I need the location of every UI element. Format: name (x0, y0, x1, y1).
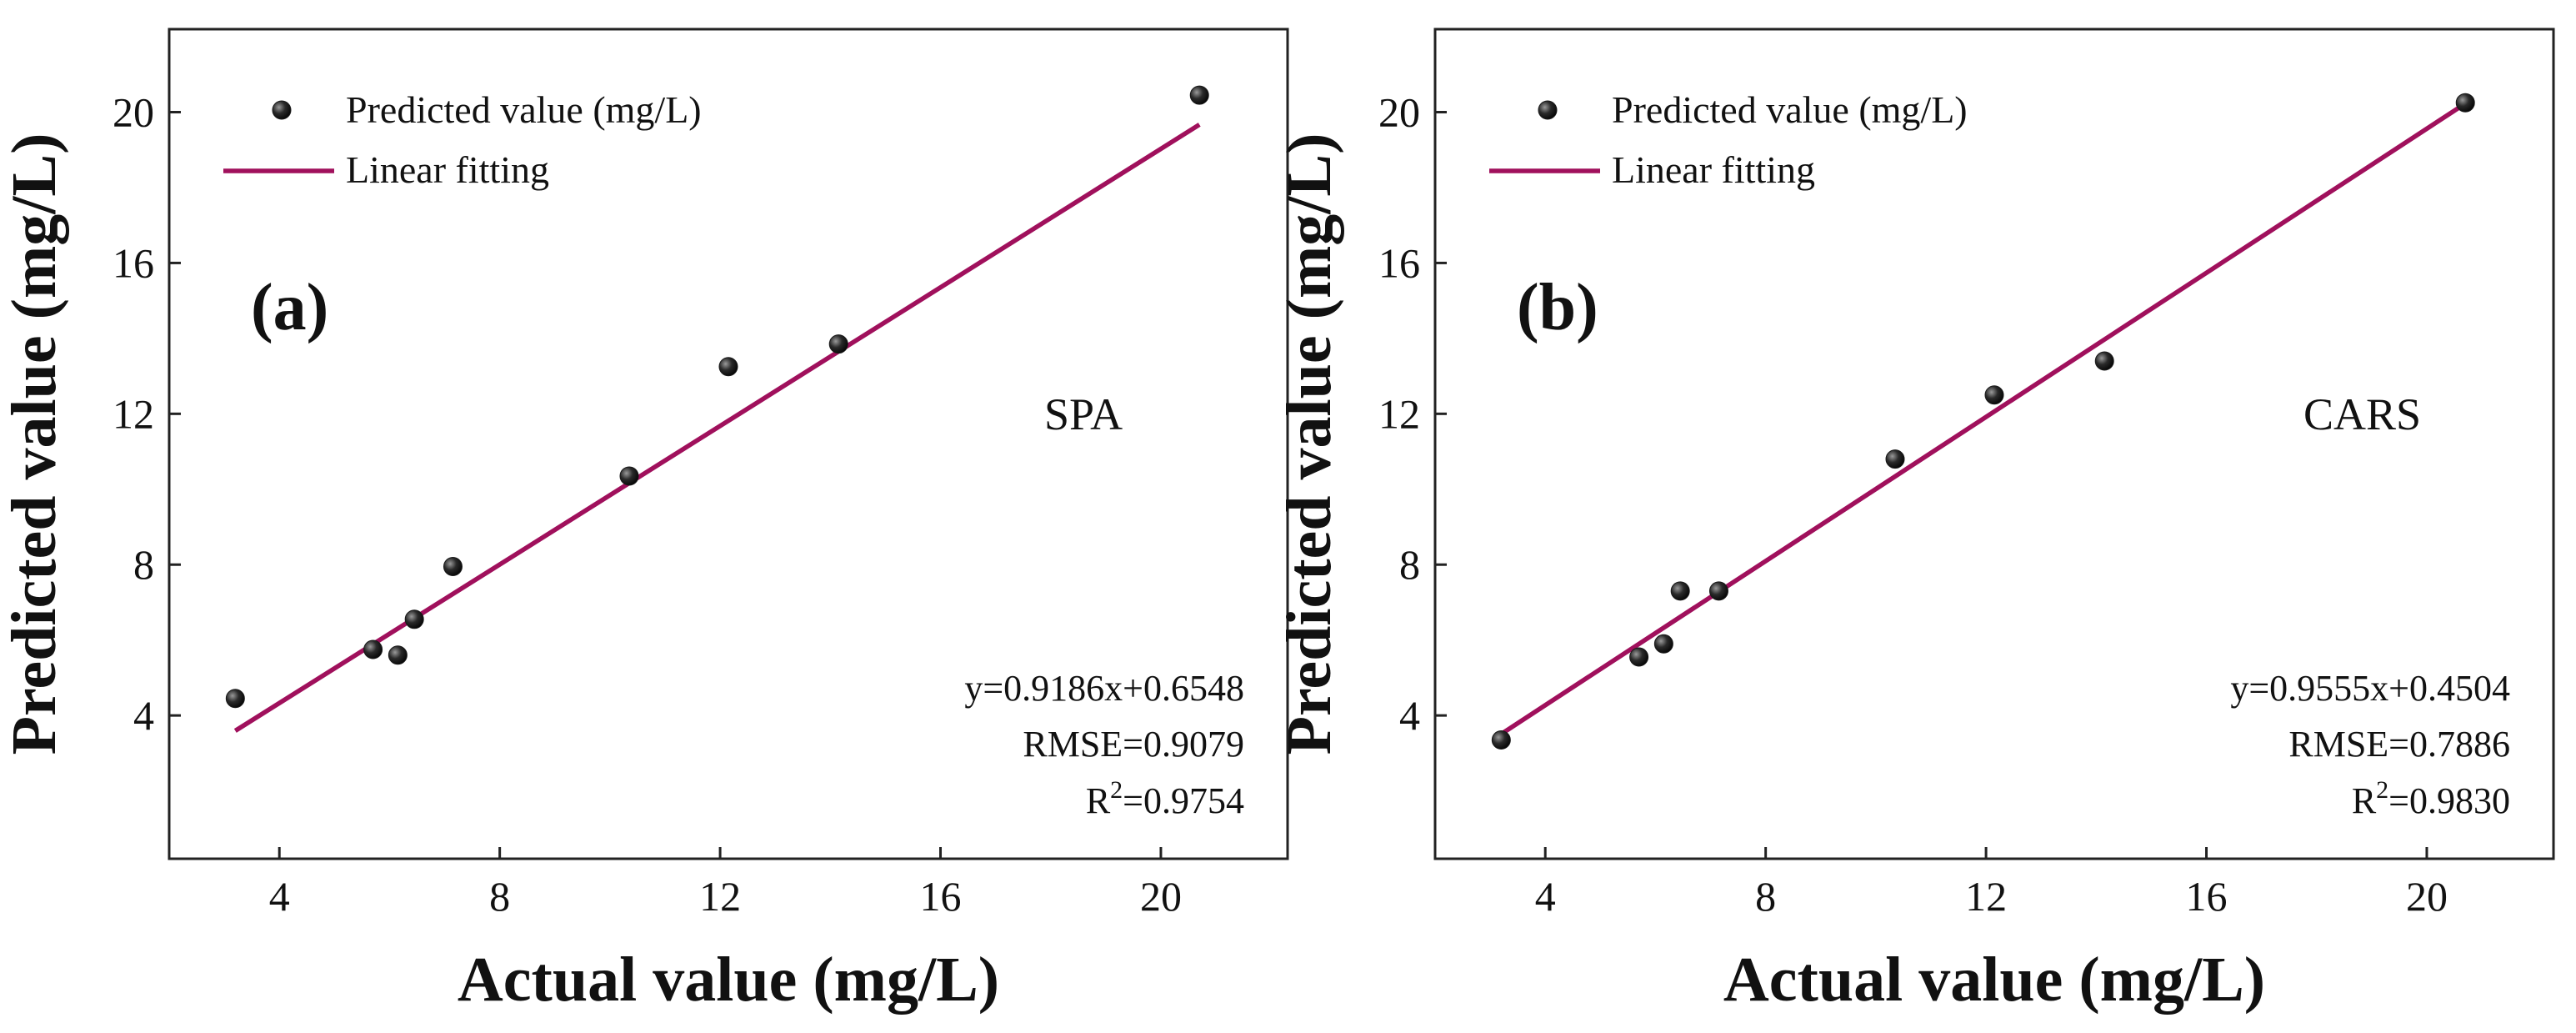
chart-panel-a: 4 8 12 16 20 4 8 12 16 20 Actual value (mg/L) Predi… (0, 28, 1289, 1015)
legend-line-label: Linear fitting (346, 148, 549, 191)
linear-fit-line (1499, 101, 2467, 736)
data-point (2094, 351, 2114, 371)
plot-frame (1433, 28, 2555, 860)
data-point (1189, 85, 1209, 105)
data-point (363, 639, 383, 659)
r-squared-value: R2=0.9754 (1086, 776, 1244, 821)
y-tick-label: 20 (1378, 89, 1420, 136)
method-label: CARS (2303, 389, 2421, 439)
data-point (388, 645, 408, 665)
linear-fit-line (233, 123, 1201, 733)
data-point (718, 357, 738, 377)
legend-points-label: Predicted value (mg/L) (1612, 88, 1968, 131)
x-tick-label: 8 (1755, 873, 1776, 920)
x-tick-label: 20 (2406, 873, 2448, 920)
legend-line-label: Linear fitting (1612, 148, 1815, 191)
panel-label: (b) (1517, 271, 1598, 344)
data-point (1491, 730, 1511, 750)
r-squared-value: R2=0.9830 (2352, 776, 2510, 821)
x-tick-label: 20 (1140, 873, 1182, 920)
x-tick-label: 4 (1535, 873, 1556, 920)
data-point (443, 556, 463, 576)
x-axis-title: Actual value (mg/L) (458, 945, 999, 1015)
data-point (619, 466, 639, 486)
y-tick-label: 4 (1399, 692, 1420, 739)
data-point (1708, 581, 1728, 601)
data-point (1984, 385, 2004, 405)
fit-equation: y=0.9186x+0.6548 (964, 668, 1244, 709)
method-label: SPA (1044, 389, 1123, 439)
y-tick-label: 16 (113, 239, 154, 286)
data-point (225, 689, 245, 709)
y-axis-title: Predicted value (mg/L) (1274, 133, 1344, 755)
x-tick-label: 16 (2186, 873, 2228, 920)
data-point (1629, 647, 1649, 667)
y-tick-label: 4 (133, 692, 154, 739)
y-tick-label: 8 (1399, 541, 1420, 588)
chart-panel-b: 4 8 12 16 20 4 8 12 16 20 Actual value (mg/L) Predi… (1274, 28, 2555, 1015)
plot-frame (168, 28, 1289, 860)
x-axis-title: Actual value (mg/L) (1723, 945, 2265, 1015)
legend: Predicted value (mg/L) Linear fitting (1489, 88, 1968, 191)
legend-points-label: Predicted value (mg/L) (346, 88, 702, 131)
x-tick-label: 4 (269, 873, 290, 920)
panels: 4 8 12 16 20 4 8 12 16 20 Actual value (mg/L) Predi… (0, 28, 2555, 1015)
data-point (828, 334, 848, 354)
y-tick-label: 16 (1378, 239, 1420, 286)
x-tick-label: 12 (699, 873, 741, 920)
y-tick-label: 20 (113, 89, 154, 136)
y-tick-label: 12 (113, 390, 154, 437)
y-tick-label: 12 (1378, 390, 1420, 437)
x-tick-label: 16 (920, 873, 962, 920)
y-axis-title: Predicted value (mg/L) (0, 133, 69, 755)
rmse-value: RMSE=0.9079 (1023, 724, 1244, 765)
fit-equation: y=0.9555x+0.4504 (2230, 668, 2510, 709)
legend-point-marker (1538, 100, 1558, 120)
x-tick-label: 12 (1965, 873, 2007, 920)
rmse-value: RMSE=0.7886 (2288, 724, 2510, 765)
legend-point-marker (272, 100, 292, 120)
data-point (1885, 449, 1905, 469)
data-point (404, 609, 424, 629)
data-point (1670, 581, 1690, 601)
x-tick-label: 8 (489, 873, 510, 920)
data-point (1653, 634, 1673, 654)
y-tick-label: 8 (133, 541, 154, 588)
panel-label: (a) (251, 271, 328, 344)
legend: Predicted value (mg/L) Linear fitting (223, 88, 702, 191)
data-point (2455, 93, 2475, 113)
